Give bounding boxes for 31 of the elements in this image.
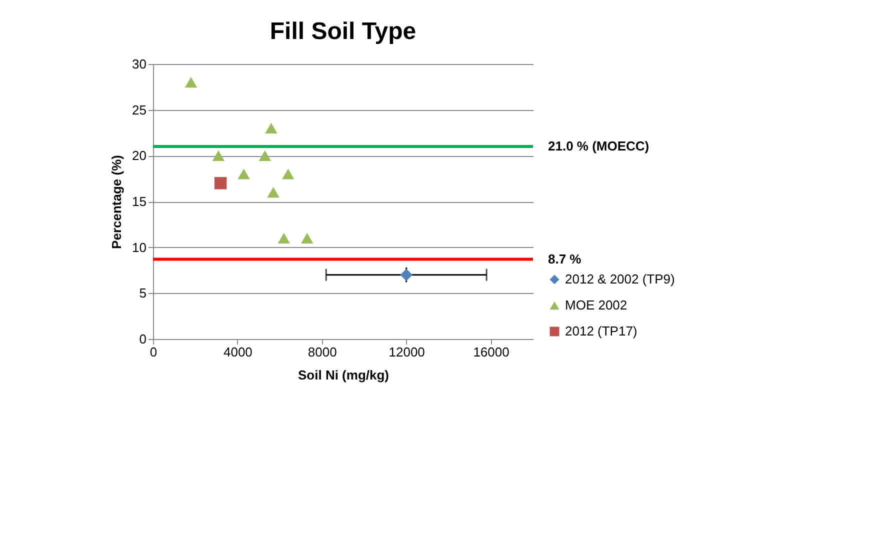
y-tick-label: 0: [139, 332, 146, 346]
y-tick-label: 15: [132, 194, 146, 209]
point: [214, 177, 227, 190]
x-tick-label: 12000: [388, 344, 425, 360]
point: [282, 168, 294, 180]
y-axis-title: Percentage (%): [109, 155, 124, 249]
legend-label: 2012 (TP17): [565, 324, 638, 338]
point: [258, 150, 272, 161]
point: [238, 168, 250, 180]
legend-label: 2012 & 2002 (TP9): [565, 272, 675, 286]
legend-label: MOE 2002: [565, 298, 628, 312]
point: [267, 187, 280, 198]
ref-line-label: 21.0 % (MOECC): [548, 138, 650, 154]
chart-title: Fill Soil Type: [270, 18, 416, 45]
y-tick-label: 25: [132, 102, 146, 118]
y-tick-label: 10: [132, 240, 146, 255]
x-tick-label: 16000: [473, 344, 510, 360]
point: [300, 232, 314, 244]
point: [400, 268, 412, 281]
point: [212, 150, 225, 161]
x-tick-label: 0: [150, 344, 158, 360]
x-axis-title: Soil Ni (mg/kg): [298, 368, 389, 382]
y-tick-label: 30: [132, 56, 146, 72]
x-tick-label: 8000: [308, 344, 337, 360]
y-tick-label: 5: [139, 286, 146, 301]
x-tick-label: 4000: [223, 344, 252, 360]
ref-line-label: 8.7 %: [548, 251, 582, 266]
point: [184, 77, 198, 88]
point: [265, 122, 278, 134]
y-tick-label: 20: [132, 148, 146, 164]
point: [278, 232, 290, 244]
